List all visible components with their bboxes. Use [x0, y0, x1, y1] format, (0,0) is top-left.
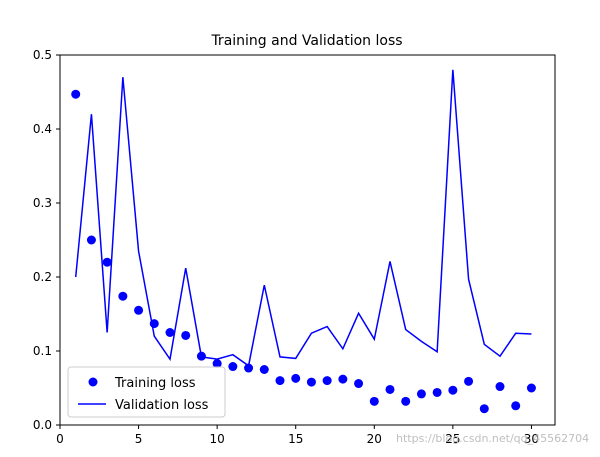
y-tick-label: 0.5: [33, 48, 52, 62]
legend: Training loss Validation loss: [67, 366, 226, 418]
training-loss-point: [291, 373, 301, 383]
chart-title: Training and Validation loss: [210, 33, 402, 49]
y-tick-label: 0.1: [33, 344, 52, 358]
plot-area: [60, 55, 555, 425]
y-tick-label: 0.0: [33, 418, 52, 432]
training-loss-point: [196, 351, 206, 361]
training-loss-point: [259, 365, 269, 374]
x-axis: 0 5 10 15 20 25 30: [56, 425, 539, 446]
legend-training-marker: [88, 377, 98, 387]
training-loss-point: [244, 363, 254, 373]
training-loss-point: [86, 235, 96, 245]
training-loss-point: [149, 319, 159, 329]
x-tick-label: 20: [367, 432, 382, 446]
training-loss-point: [134, 305, 144, 315]
y-tick-label: 0.3: [33, 196, 52, 210]
training-loss-point: [401, 396, 411, 406]
legend-validation-label: Validation loss: [115, 398, 209, 413]
training-loss-point: [228, 362, 238, 372]
training-loss-point: [385, 384, 395, 394]
training-loss-point: [102, 257, 112, 267]
legend-training-label: Training loss: [114, 376, 196, 391]
training-loss-point: [306, 377, 316, 387]
training-loss-point: [526, 383, 536, 393]
training-loss-point: [322, 376, 332, 386]
watermark-text: https://blog.csdn.net/qq_45562704: [396, 432, 590, 445]
x-tick-label: 10: [210, 432, 225, 446]
training-loss-point: [432, 387, 442, 397]
plot-frame: [59, 54, 556, 426]
training-loss-point: [165, 328, 175, 337]
y-axis: 0.0 0.1 0.2 0.3 0.4 0.5: [33, 48, 60, 432]
training-loss-point: [212, 359, 222, 369]
training-loss-point: [181, 330, 191, 340]
x-tick-label: 5: [135, 432, 143, 446]
y-tick-label: 0.4: [33, 122, 52, 136]
legend-box: [67, 366, 226, 418]
training-loss-point: [354, 379, 364, 389]
training-loss-point: [511, 401, 521, 411]
training-loss-point: [275, 376, 285, 386]
x-tick-label: 15: [288, 432, 303, 446]
training-loss-point: [495, 382, 505, 392]
training-loss-point: [416, 389, 426, 399]
training-loss-point: [118, 291, 128, 301]
y-tick-label: 0.2: [33, 270, 52, 284]
training-loss-points-layer: [71, 89, 536, 414]
x-tick-label: 0: [56, 432, 64, 446]
training-loss-point: [479, 404, 489, 414]
training-loss-point: [464, 376, 474, 386]
x-tick-label: 25: [445, 432, 460, 446]
training-loss-point: [71, 89, 81, 99]
training-loss-point: [369, 396, 379, 406]
training-loss-point: [338, 374, 348, 384]
training-loss-point: [448, 385, 458, 395]
x-tick-label: 30: [524, 432, 539, 446]
